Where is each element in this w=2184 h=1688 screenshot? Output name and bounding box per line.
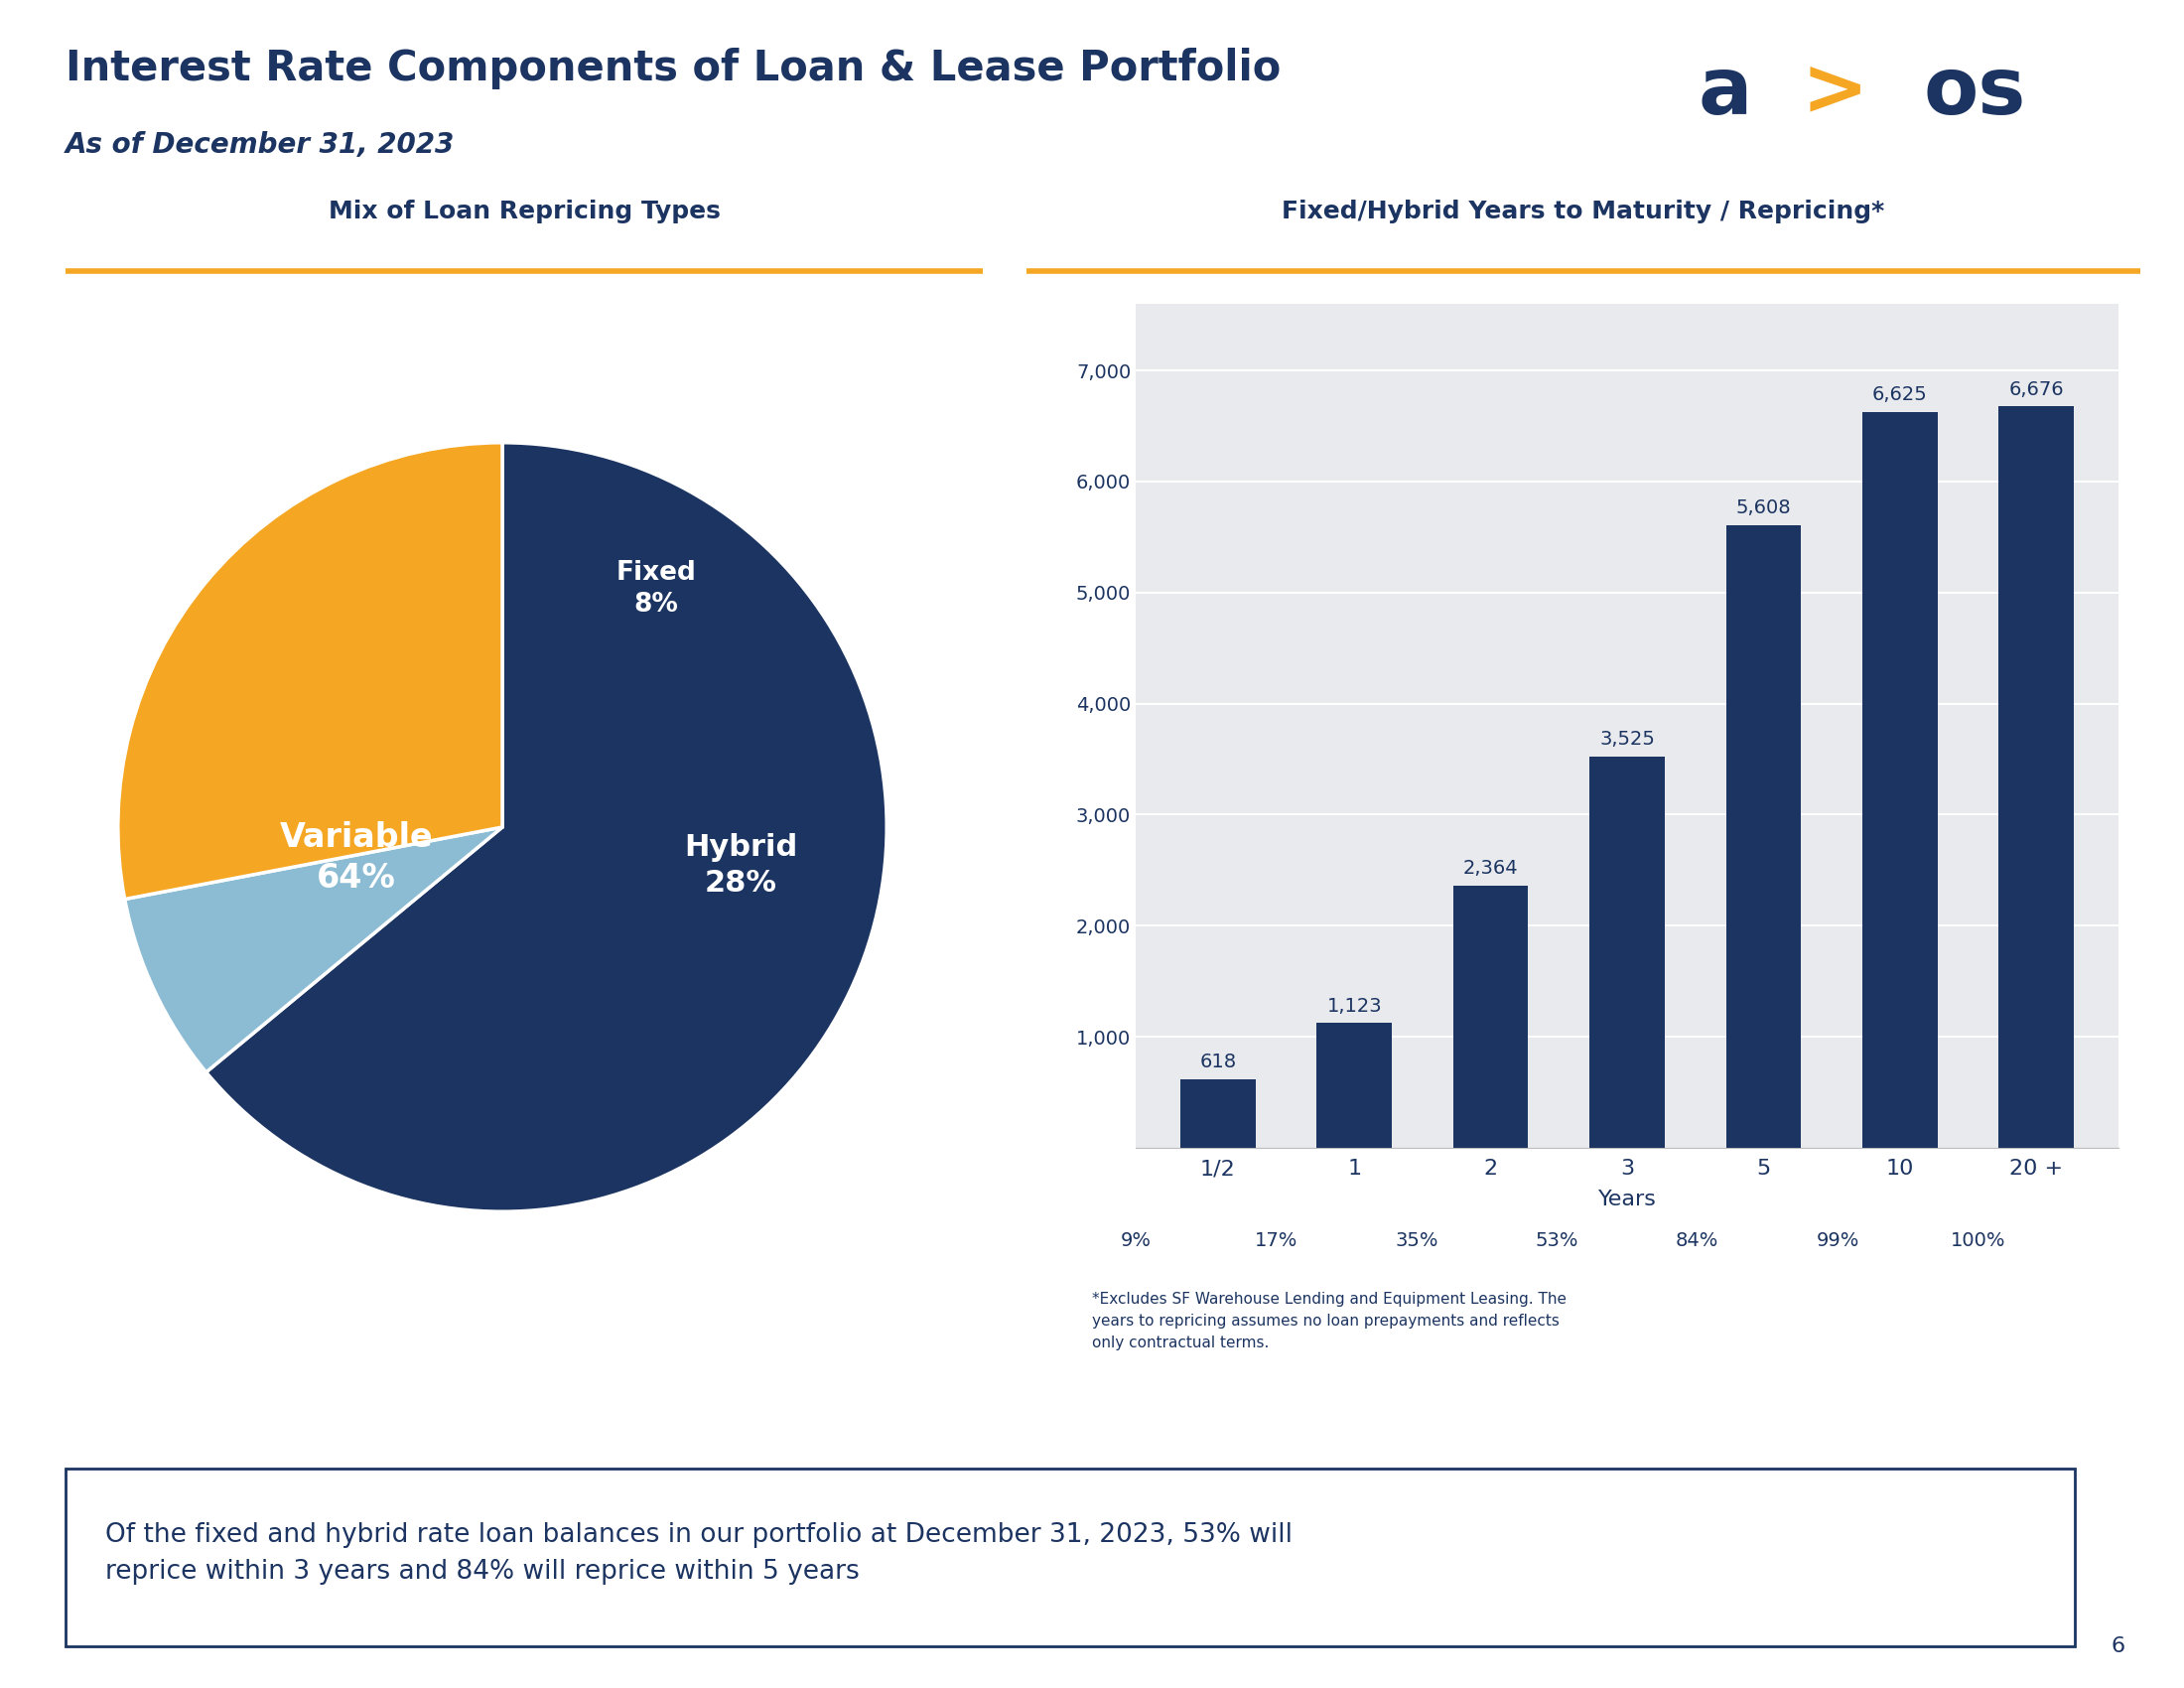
- Text: Variable
64%: Variable 64%: [280, 822, 432, 895]
- Text: *Excludes SF Warehouse Lending and Equipment Leasing. The
years to repricing ass: *Excludes SF Warehouse Lending and Equip…: [1092, 1291, 1566, 1350]
- Bar: [1317, 1023, 1391, 1148]
- Text: 6,625: 6,625: [1872, 385, 1928, 405]
- Bar: [1725, 525, 1802, 1148]
- Text: 99%: 99%: [1817, 1231, 1859, 1251]
- Bar: [1863, 412, 1937, 1148]
- Wedge shape: [124, 827, 502, 1072]
- Text: Interest Rate Components of Loan & Lease Portfolio: Interest Rate Components of Loan & Lease…: [66, 47, 1280, 89]
- Bar: [1998, 407, 2075, 1148]
- Text: Hybrid
28%: Hybrid 28%: [684, 834, 797, 898]
- Text: 84%: 84%: [1675, 1231, 1719, 1251]
- Text: >: >: [1802, 54, 1867, 132]
- Text: Fixed/Hybrid Years to Maturity / Repricing*: Fixed/Hybrid Years to Maturity / Reprici…: [1282, 199, 1885, 223]
- Text: As of December 31, 2023: As of December 31, 2023: [66, 132, 454, 159]
- Text: 6: 6: [2112, 1636, 2125, 1656]
- Text: 6,676: 6,676: [2009, 380, 2064, 398]
- Text: Mix of Loan Repricing Types: Mix of Loan Repricing Types: [328, 199, 721, 223]
- Text: 53%: 53%: [1535, 1231, 1579, 1251]
- Text: 3,525: 3,525: [1599, 729, 1655, 748]
- Text: os: os: [1924, 54, 2025, 132]
- Text: 5,608: 5,608: [1736, 498, 1791, 517]
- Text: 100%: 100%: [1950, 1231, 2005, 1251]
- Wedge shape: [118, 442, 502, 900]
- Text: 17%: 17%: [1254, 1231, 1297, 1251]
- Text: 35%: 35%: [1396, 1231, 1437, 1251]
- Text: a: a: [1699, 54, 1752, 132]
- X-axis label: Years: Years: [1599, 1190, 1655, 1210]
- Text: 1,123: 1,123: [1326, 996, 1382, 1016]
- Wedge shape: [205, 442, 887, 1212]
- Bar: [1179, 1079, 1256, 1148]
- FancyBboxPatch shape: [66, 1469, 2075, 1646]
- Text: 9%: 9%: [1120, 1231, 1151, 1251]
- Text: Of the fixed and hybrid rate loan balances in our portfolio at December 31, 2023: Of the fixed and hybrid rate loan balanc…: [105, 1523, 1293, 1585]
- Bar: [1590, 756, 1664, 1148]
- Text: 618: 618: [1199, 1053, 1236, 1072]
- Text: Fixed
8%: Fixed 8%: [616, 560, 697, 618]
- Text: 2,364: 2,364: [1463, 859, 1518, 878]
- Bar: [1452, 885, 1529, 1148]
